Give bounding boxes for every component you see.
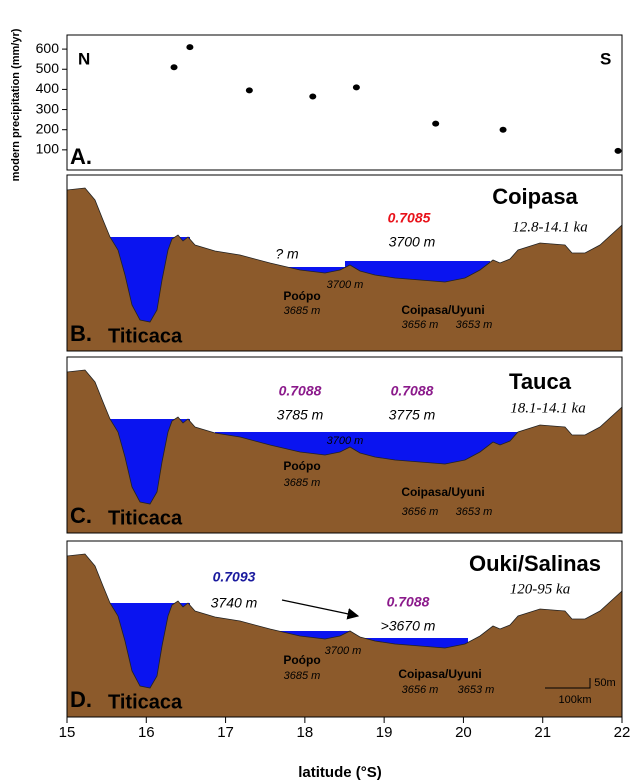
isotope-ratio: 0.7088	[391, 383, 434, 399]
scale-bar	[545, 678, 591, 689]
y-tick-label: 300	[36, 100, 60, 116]
x-tick-label: 21	[534, 724, 551, 741]
annotation: Coipasa/Uyuni	[398, 667, 481, 681]
annotation: Poópo	[283, 653, 320, 667]
isotope-ratio: 0.7085	[388, 210, 431, 226]
panel-title: Coipasa	[492, 184, 578, 209]
north-label: N	[78, 49, 90, 68]
data-point	[186, 44, 194, 51]
panel-frame	[66, 174, 623, 352]
panel-frame	[66, 540, 623, 718]
terrain	[66, 187, 623, 352]
annotation: 50m	[594, 677, 615, 689]
isotope-ratio: 0.7088	[387, 594, 430, 610]
annotation: 3700 m	[389, 234, 436, 250]
x-tick-label: 15	[59, 724, 76, 741]
panel-label: B.	[70, 321, 92, 346]
isotope-ratio: 0.7093	[213, 569, 256, 585]
annotation: 3653 m	[456, 506, 493, 518]
age-label: 12.8-14.1 ka	[512, 219, 587, 235]
panel-label: A.	[70, 144, 92, 169]
annotation: Coipasa/Uyuni	[401, 303, 484, 317]
data-point	[499, 126, 507, 133]
annotation: 3653 m	[458, 684, 495, 696]
x-tick-label: 16	[138, 724, 155, 741]
annotation: 3700 m	[327, 279, 364, 291]
terrain	[66, 369, 623, 534]
annotation: 3685 m	[284, 670, 321, 682]
annotation: ? m	[275, 246, 299, 262]
basin-label: Titicaca	[108, 691, 183, 713]
y-tick-label: 600	[36, 40, 60, 56]
y-axis-label: modern precipitation (mm/yr)	[10, 28, 22, 181]
annotation: 3700 m	[327, 435, 364, 447]
annotation: 3656 m	[402, 506, 439, 518]
panel-frame	[66, 356, 623, 534]
data-point	[245, 87, 253, 94]
annotation: 3700 m	[325, 645, 362, 657]
panel-title: Tauca	[509, 369, 572, 394]
annotation: Coipasa/Uyuni	[401, 485, 484, 499]
panel-title: Ouki/Salinas	[469, 551, 601, 576]
y-tick-label: 500	[36, 60, 60, 76]
annotation: 3656 m	[402, 684, 439, 696]
y-tick-label: 200	[36, 120, 60, 136]
basin-label: Titicaca	[108, 325, 183, 347]
data-point	[309, 93, 317, 100]
annotation: 3740 m	[211, 595, 258, 611]
x-tick-label: 22	[614, 724, 630, 741]
annotation: >3670 m	[381, 618, 436, 634]
terrain	[66, 553, 623, 718]
panel-frame	[66, 34, 623, 171]
basin-label: Titicaca	[108, 507, 183, 529]
panel-label: D.	[70, 687, 92, 712]
arrow	[281, 599, 360, 620]
annotation: 100km	[558, 694, 591, 706]
annotation: 3653 m	[456, 319, 493, 331]
data-point	[614, 147, 622, 154]
annotation: 3656 m	[402, 319, 439, 331]
age-label: 18.1-14.1 ka	[510, 400, 585, 416]
data-point	[352, 84, 360, 91]
south-label: S	[600, 49, 611, 68]
y-tick-label: 400	[36, 80, 60, 96]
annotation: 3785 m	[277, 407, 324, 423]
age-label: 120-95 ka	[510, 581, 570, 597]
isotope-ratio: 0.7088	[279, 383, 322, 399]
x-tick-label: 18	[297, 724, 314, 741]
y-tick-label: 100	[36, 141, 60, 157]
annotation: 3775 m	[389, 407, 436, 423]
x-tick-label: 19	[376, 724, 393, 741]
panel-label: C.	[70, 503, 92, 528]
annotation: 3685 m	[284, 305, 321, 317]
x-tick-label: 20	[455, 724, 472, 741]
annotation: 3685 m	[284, 477, 321, 489]
x-axis-label: latitude (°S)	[298, 764, 382, 781]
data-point	[170, 64, 178, 71]
x-tick-label: 17	[217, 724, 234, 741]
annotation: Poópo	[283, 289, 320, 303]
annotation: Poópo	[283, 459, 320, 473]
data-point	[432, 120, 440, 127]
